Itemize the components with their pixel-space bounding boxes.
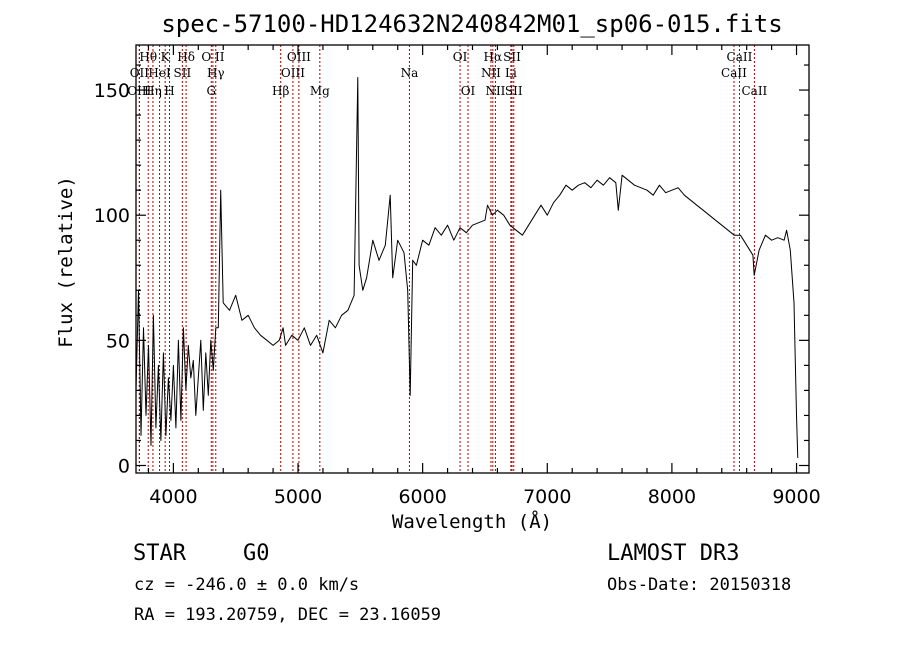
emission-line-label: K bbox=[161, 50, 171, 64]
emission-line-label: OIII bbox=[287, 50, 311, 64]
emission-line-label: O II bbox=[201, 50, 224, 64]
emission-line-markers bbox=[138, 45, 755, 473]
emission-line-label: SII bbox=[503, 50, 521, 64]
y-tick-label: 100 bbox=[94, 205, 130, 227]
x-axis: 4000 5000 6000 7000 8000 9000 bbox=[147, 45, 821, 508]
emission-line-label: OIII bbox=[127, 84, 151, 98]
x-tick-label: 5000 bbox=[274, 486, 322, 508]
emission-line-label: OII bbox=[130, 66, 150, 80]
emission-line-label: HeI bbox=[148, 66, 171, 80]
emission-line-label: G bbox=[206, 84, 216, 98]
y-axis-title: Flux (relative) bbox=[55, 176, 77, 348]
emission-line-label: NII bbox=[481, 66, 501, 80]
emission-line-label: Hδ bbox=[177, 50, 195, 64]
emission-line-label: OIII bbox=[281, 66, 305, 80]
x-tick-label: 7000 bbox=[523, 486, 571, 508]
x-tick-label: 6000 bbox=[398, 486, 446, 508]
emission-line-label: Mg bbox=[310, 84, 330, 98]
emission-line-label: OI bbox=[453, 50, 468, 64]
redshift-text: cz = -246.0 ± 0.0 km/s bbox=[134, 575, 359, 595]
x-tick-label: 4000 bbox=[149, 486, 197, 508]
emission-line-label: Hβ bbox=[272, 84, 289, 98]
emission-line-label: Hη bbox=[144, 84, 162, 98]
spectrum-series-line bbox=[135, 77, 799, 459]
y-axis: 0 50 100 150 bbox=[94, 64, 809, 477]
x-tick-label: 9000 bbox=[772, 486, 820, 508]
emission-line-label: H bbox=[164, 84, 174, 98]
emission-line-label: Hθ bbox=[139, 50, 157, 64]
emission-line-label: Na bbox=[401, 66, 419, 80]
y-tick-label: 0 bbox=[118, 455, 130, 477]
emission-line-label: CaII bbox=[721, 66, 747, 80]
emission-line-label: OI bbox=[461, 84, 476, 98]
coordinates-text: RA = 193.20759, DEC = 23.16059 bbox=[134, 605, 441, 625]
x-tick-label: 8000 bbox=[648, 486, 696, 508]
x-axis-title: Wavelength (Å) bbox=[392, 510, 552, 533]
emission-line-label: CaII bbox=[741, 84, 767, 98]
chart-title: spec-57100-HD124632N240842M01_sp06-015.f… bbox=[161, 10, 782, 38]
y-tick-label: 150 bbox=[94, 80, 130, 102]
plot-frame bbox=[135, 44, 810, 474]
emission-line-label: NII bbox=[485, 84, 505, 98]
emission-line-label: CaII bbox=[727, 50, 753, 64]
emission-line-label: Li bbox=[505, 66, 517, 80]
survey-name: LAMOST DR3 bbox=[607, 541, 739, 566]
emission-line-label: Hγ bbox=[207, 66, 225, 80]
obs-date-text: Obs-Date: 20150318 bbox=[607, 575, 791, 595]
y-tick-label: 50 bbox=[106, 330, 130, 352]
object-class: STAR bbox=[133, 541, 187, 566]
object-subclass: G0 bbox=[243, 541, 270, 566]
emission-line-label: SII bbox=[505, 84, 523, 98]
emission-line-label: SII bbox=[174, 66, 192, 80]
emission-line-label: Hα bbox=[484, 50, 503, 64]
